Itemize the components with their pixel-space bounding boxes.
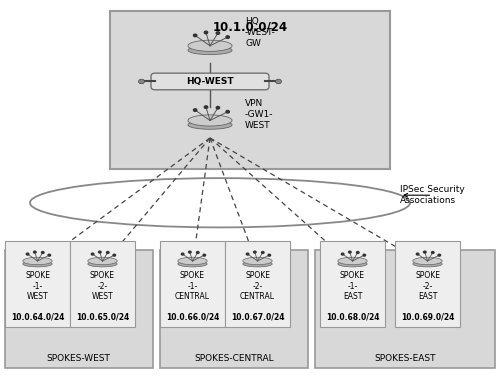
Circle shape — [113, 254, 116, 256]
Text: HQ
-WEST-
GW: HQ -WEST- GW — [245, 17, 276, 48]
Circle shape — [356, 252, 359, 254]
Text: SPOKES-EAST: SPOKES-EAST — [374, 354, 436, 363]
Text: IPSec Security
Associations: IPSec Security Associations — [400, 185, 465, 205]
Circle shape — [348, 251, 351, 253]
Ellipse shape — [338, 257, 367, 265]
Text: SPOKE
-1-
WEST: SPOKE -1- WEST — [25, 271, 50, 301]
Text: 10.0.68.0/24: 10.0.68.0/24 — [326, 313, 380, 321]
Text: SPOKE
-1-
EAST: SPOKE -1- EAST — [340, 271, 365, 301]
Circle shape — [196, 252, 199, 254]
Circle shape — [106, 252, 109, 254]
Text: 10.0.65.0/24: 10.0.65.0/24 — [76, 313, 129, 321]
Ellipse shape — [88, 257, 117, 265]
Circle shape — [276, 79, 281, 84]
Text: 10.0.69.0/24: 10.0.69.0/24 — [401, 313, 454, 321]
Circle shape — [216, 106, 220, 109]
Circle shape — [363, 254, 366, 256]
Circle shape — [92, 253, 94, 255]
FancyBboxPatch shape — [70, 241, 135, 327]
Text: SPOKE
-2-
EAST: SPOKE -2- EAST — [415, 271, 440, 301]
Circle shape — [432, 252, 434, 254]
Circle shape — [226, 110, 230, 113]
FancyBboxPatch shape — [5, 250, 152, 368]
FancyBboxPatch shape — [160, 250, 308, 368]
Text: 10.1.0.0/24: 10.1.0.0/24 — [212, 21, 288, 34]
Text: HQ-WEST: HQ-WEST — [186, 77, 234, 86]
Circle shape — [438, 254, 440, 256]
Circle shape — [424, 251, 426, 253]
Ellipse shape — [188, 115, 232, 126]
Circle shape — [98, 251, 101, 253]
Ellipse shape — [338, 261, 367, 267]
Circle shape — [226, 36, 230, 38]
Text: SPOKE
-1-
CENTRAL: SPOKE -1- CENTRAL — [175, 271, 210, 301]
Ellipse shape — [88, 261, 117, 267]
Circle shape — [34, 251, 36, 253]
Text: SPOKE
-2-
CENTRAL: SPOKE -2- CENTRAL — [240, 271, 275, 301]
Circle shape — [416, 253, 419, 255]
Ellipse shape — [413, 257, 442, 265]
Circle shape — [342, 253, 344, 255]
Circle shape — [26, 253, 29, 255]
FancyBboxPatch shape — [225, 241, 290, 327]
Circle shape — [262, 252, 264, 254]
Ellipse shape — [188, 46, 232, 55]
Circle shape — [188, 251, 191, 253]
Text: 10.0.64.0/24: 10.0.64.0/24 — [11, 313, 64, 321]
Ellipse shape — [188, 121, 232, 129]
FancyBboxPatch shape — [395, 241, 460, 327]
Ellipse shape — [178, 261, 207, 267]
Text: VPN
-GW1-
WEST: VPN -GW1- WEST — [245, 99, 274, 130]
Circle shape — [204, 31, 208, 34]
Circle shape — [194, 109, 197, 111]
Text: 10.0.67.0/24: 10.0.67.0/24 — [231, 313, 284, 321]
Ellipse shape — [23, 257, 52, 265]
Ellipse shape — [23, 261, 52, 267]
Ellipse shape — [178, 257, 207, 265]
FancyBboxPatch shape — [151, 73, 269, 90]
Circle shape — [203, 254, 205, 256]
Circle shape — [48, 254, 50, 256]
Text: SPOKES-CENTRAL: SPOKES-CENTRAL — [194, 354, 274, 363]
FancyBboxPatch shape — [315, 250, 495, 368]
FancyBboxPatch shape — [160, 241, 225, 327]
Circle shape — [182, 253, 184, 255]
Text: SPOKE
-2-
WEST: SPOKE -2- WEST — [90, 271, 115, 301]
Text: 10.0.66.0/24: 10.0.66.0/24 — [166, 313, 219, 321]
Circle shape — [194, 34, 197, 37]
Ellipse shape — [413, 261, 442, 267]
Circle shape — [204, 106, 208, 108]
Ellipse shape — [188, 40, 232, 52]
Circle shape — [216, 32, 220, 34]
FancyBboxPatch shape — [4, 241, 70, 327]
Circle shape — [254, 251, 256, 253]
Ellipse shape — [243, 261, 272, 267]
Circle shape — [42, 252, 44, 254]
Circle shape — [246, 253, 249, 255]
Text: SPOKES-WEST: SPOKES-WEST — [47, 354, 110, 363]
Circle shape — [268, 254, 270, 256]
Circle shape — [138, 79, 144, 84]
Ellipse shape — [243, 257, 272, 265]
FancyBboxPatch shape — [110, 11, 390, 169]
FancyBboxPatch shape — [320, 241, 385, 327]
